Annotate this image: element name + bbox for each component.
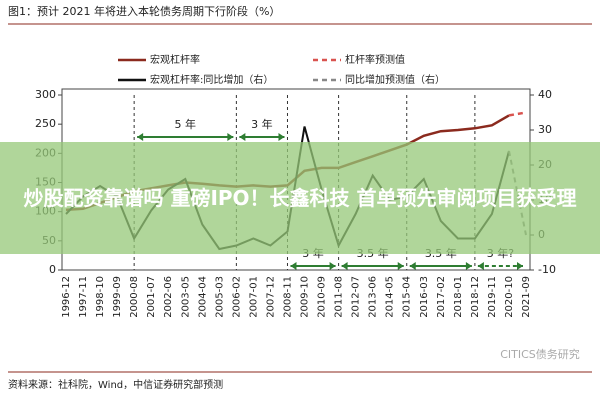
x-tick-label: 2013-06 bbox=[368, 276, 379, 318]
x-tick-label: 2003-05 bbox=[180, 276, 191, 318]
x-tick-label: 1997-11 bbox=[78, 276, 89, 318]
x-tick-label: 2010-09 bbox=[317, 276, 328, 318]
x-tick-label: 2000-08 bbox=[129, 276, 140, 318]
x-tick-label: 2001-07 bbox=[146, 276, 157, 318]
x-tick-label: 2020-10 bbox=[504, 276, 515, 318]
y-tick-label: 300 bbox=[35, 88, 56, 101]
x-tick-label: 2004-04 bbox=[197, 276, 208, 318]
watermark: CITICS债务研究 bbox=[500, 347, 580, 361]
x-tick-label: 2015-04 bbox=[402, 276, 413, 318]
x-tick-label: 2005-03 bbox=[214, 276, 225, 318]
x-tick-label: 2021-09 bbox=[521, 276, 532, 318]
chart-title: 图1：预计 2021 年将进入本轮债务周期下行阶段（%） bbox=[8, 4, 280, 18]
x-tick-label: 2019-11 bbox=[487, 276, 498, 318]
source: 资料来源：社科院，Wind，中信证券研究部预测 bbox=[8, 378, 223, 391]
x-tick-label: 2006-02 bbox=[231, 276, 242, 318]
x-tick-label: 2007-12 bbox=[265, 276, 276, 318]
x-tick-label: 2014-05 bbox=[385, 276, 396, 318]
cycle-annotation: 3 年 bbox=[251, 117, 273, 131]
legend-label: 杠杆率预测值 bbox=[345, 53, 405, 66]
x-tick-label: 2018-12 bbox=[470, 276, 481, 318]
x-tick-label: 1998-10 bbox=[95, 276, 106, 318]
x-tick-label: 1996-12 bbox=[61, 276, 72, 318]
legend-label: 同比增加预测值（右） bbox=[345, 73, 445, 86]
legend-label: 宏观杠杆率 bbox=[150, 53, 200, 66]
y2-tick-label: 30 bbox=[538, 123, 552, 136]
x-tick-label: 2017-02 bbox=[436, 276, 447, 318]
legend-label: 宏观杠杆率:同比增加（右） bbox=[150, 73, 273, 86]
series-line bbox=[508, 111, 527, 117]
x-tick-label: 2007-01 bbox=[248, 276, 259, 318]
y2-tick-label: 40 bbox=[538, 88, 552, 101]
x-tick-label: 2016-03 bbox=[419, 276, 430, 318]
y-tick-label: 0 bbox=[49, 263, 56, 276]
x-tick-label: 2011-08 bbox=[334, 276, 345, 318]
x-tick-label: 1999-09 bbox=[112, 276, 123, 318]
x-tick-label: 2008-11 bbox=[282, 276, 293, 318]
x-tick-label: 2009-10 bbox=[300, 276, 311, 318]
cycle-annotation: 5 年 bbox=[175, 117, 197, 131]
x-tick-label: 2002-06 bbox=[163, 276, 174, 318]
y-tick-label: 250 bbox=[35, 117, 56, 130]
y2-tick-label: -10 bbox=[538, 263, 556, 276]
x-tick-label: 2018-01 bbox=[453, 276, 464, 318]
overlay-banner: 炒股配资靠谱吗 重磅IPO！长鑫科技 首单预先审阅项目获受理 bbox=[0, 142, 600, 254]
x-tick-label: 2012-07 bbox=[351, 276, 362, 318]
